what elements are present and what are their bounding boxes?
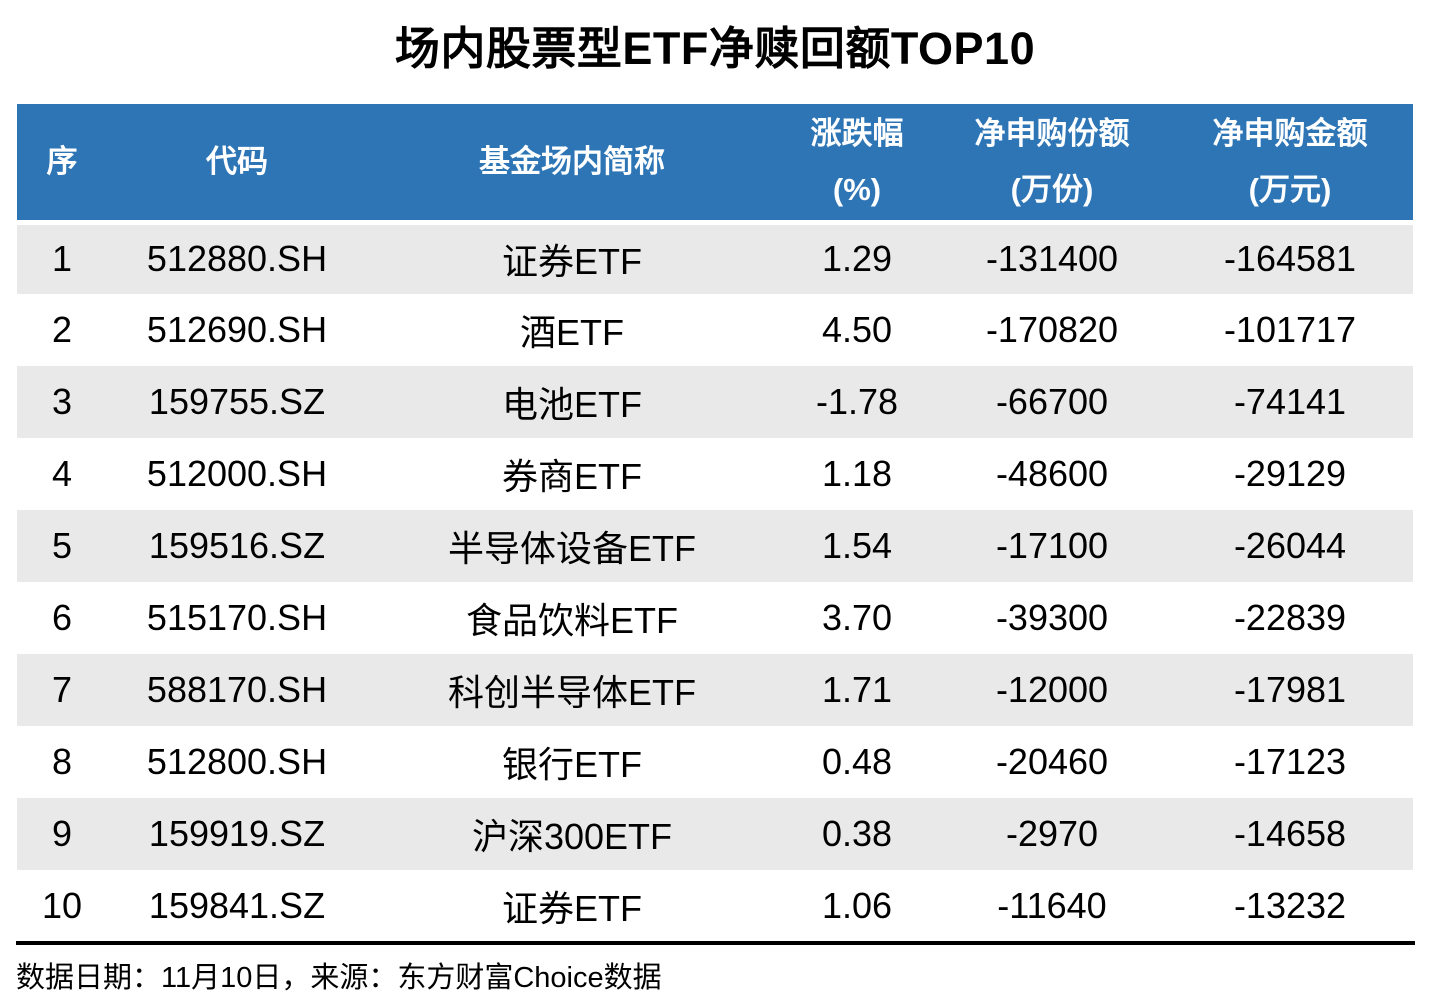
cell-net-shares: -20460: [995, 741, 1109, 782]
cell-fund-name: 电池ETF: [502, 384, 642, 425]
header-label: 涨跌幅: [810, 115, 904, 151]
cell-code: 159516.SZ: [148, 525, 326, 566]
header-sublabel: (%): [832, 171, 882, 207]
cell-net-shares: -66700: [995, 381, 1109, 422]
cell-fund-name: 科创半导体ETF: [448, 672, 696, 713]
cell-code: 512690.SH: [146, 309, 328, 350]
cell-change-pct: 3.70: [821, 597, 893, 638]
cell-change-pct: 4.50: [821, 309, 893, 350]
table-row: 3 159755.SZ 电池ETF -1.78 -66700 -74141: [17, 366, 1413, 438]
cell-net-amount: -101717: [1223, 309, 1357, 350]
cell-change-pct: 1.18: [821, 453, 893, 494]
cell-index: 4: [51, 453, 73, 494]
cell-net-shares: -11640: [997, 885, 1107, 926]
header-label: 代码: [206, 143, 268, 179]
cell-code: 512000.SH: [146, 453, 328, 494]
cell-code: 159919.SZ: [148, 813, 326, 854]
table-row: 8 512800.SH 银行ETF 0.48 -20460 -17123: [17, 726, 1413, 798]
cell-index: 9: [51, 813, 73, 854]
table-row: 4 512000.SH 券商ETF 1.18 -48600 -29129: [17, 438, 1413, 510]
cell-change-pct: 0.48: [821, 741, 893, 782]
cell-fund-name: 银行ETF: [502, 744, 642, 785]
cell-fund-name: 酒ETF: [520, 312, 624, 353]
cell-index: 1: [51, 238, 73, 280]
cell-index: 6: [51, 597, 73, 638]
cell-change-pct: 1.06: [821, 885, 893, 926]
table-row: 7 588170.SH 科创半导体ETF 1.71 -12000 -17981: [17, 654, 1413, 726]
cell-net-shares: -131400: [985, 238, 1119, 280]
cell-index: 3: [51, 381, 73, 422]
header-cell-code: 代码: [107, 104, 367, 225]
cell-net-amount: -26044: [1233, 525, 1347, 566]
cell-change-pct: 0.38: [821, 813, 893, 854]
table-row: 6 515170.SH 食品饮料ETF 3.70 -39300 -22839: [17, 582, 1413, 654]
cell-net-shares: -12000: [995, 669, 1109, 710]
header-cell-net-shares: 净申购份额 (万份): [937, 104, 1167, 225]
cell-fund-name: 证券ETF: [502, 241, 642, 283]
cell-net-amount: -17981: [1233, 669, 1347, 710]
cell-index: 7: [51, 669, 73, 710]
page-title: 场内股票型ETF净赎回额TOP10: [394, 23, 1036, 74]
cell-net-amount: -13232: [1233, 885, 1347, 926]
cell-net-shares: -39300: [995, 597, 1109, 638]
table-body: 1 512880.SH 证券ETF 1.29 -131400 -164581 2 512690…: [17, 222, 1413, 942]
table-row: 1 512880.SH 证券ETF 1.29 -131400 -164581: [17, 222, 1413, 294]
cell-fund-name: 半导体设备ETF: [448, 528, 696, 569]
cell-fund-name: 券商ETF: [502, 456, 642, 497]
header-cell-change-pct: 涨跌幅 (%): [777, 104, 937, 225]
header-sublabel: (万元): [1248, 171, 1332, 207]
cell-net-shares: -48600: [995, 453, 1109, 494]
header-cell-index: 序: [17, 104, 107, 225]
table-row: 5 159516.SZ 半导体设备ETF 1.54 -17100 -26044: [17, 510, 1413, 582]
cell-net-shares: -170820: [985, 309, 1119, 350]
cell-code: 159755.SZ: [148, 381, 326, 422]
cell-index: 8: [51, 741, 73, 782]
cell-code: 159841.SZ: [148, 885, 326, 926]
cell-fund-name: 食品饮料ETF: [466, 600, 678, 641]
table-header-row: 序 代码 基金场内简称 涨跌幅 (%) 净申购份额 (万份): [17, 104, 1413, 225]
cell-code: 512800.SH: [146, 741, 328, 782]
cell-net-shares: -2970: [1005, 813, 1099, 854]
cell-index: 10: [41, 885, 83, 926]
header-label: 序: [46, 143, 78, 179]
cell-net-amount: -17123: [1233, 741, 1347, 782]
header-label: 净申购份额: [974, 115, 1130, 151]
cell-code: 512880.SH: [146, 238, 328, 280]
cell-index: 5: [51, 525, 73, 566]
cell-index: 2: [51, 309, 73, 350]
cell-change-pct: 1.71: [821, 669, 893, 710]
header-cell-net-amount: 净申购金额 (万元): [1167, 104, 1413, 225]
header-sublabel: (万份): [1010, 171, 1094, 207]
etf-table: 序 代码 基金场内简称 涨跌幅 (%) 净申购份额 (万份): [17, 104, 1413, 942]
cell-code: 515170.SH: [146, 597, 328, 638]
cell-net-amount: -164581: [1223, 238, 1357, 280]
cell-change-pct: 1.54: [821, 525, 893, 566]
cell-change-pct: 1.29: [821, 238, 893, 280]
header-label: 净申购金额: [1212, 115, 1368, 151]
header-cell-fund-name: 基金场内简称: [367, 104, 777, 225]
cell-net-amount: -22839: [1233, 597, 1347, 638]
source-note: 数据日期：11月10日，来源：东方财富Choice数据: [16, 941, 1415, 996]
cell-change-pct: -1.78: [815, 381, 899, 422]
cell-net-amount: -14658: [1233, 813, 1347, 854]
cell-code: 588170.SH: [146, 669, 328, 710]
table-row: 2 512690.SH 酒ETF 4.50 -170820 -101717: [17, 294, 1413, 366]
cell-fund-name: 证券ETF: [502, 888, 642, 929]
header-label: 基金场内简称: [479, 143, 665, 179]
cell-net-amount: -29129: [1233, 453, 1347, 494]
cell-net-amount: -74141: [1233, 381, 1347, 422]
table-row: 10 159841.SZ 证券ETF 1.06 -11640 -13232: [17, 870, 1413, 942]
cell-net-shares: -17100: [995, 525, 1109, 566]
table-header: 序 代码 基金场内简称 涨跌幅 (%) 净申购份额 (万份): [17, 104, 1413, 225]
cell-fund-name: 沪深300ETF: [471, 816, 673, 857]
table-row: 9 159919.SZ 沪深300ETF 0.38 -2970 -14658: [17, 798, 1413, 870]
